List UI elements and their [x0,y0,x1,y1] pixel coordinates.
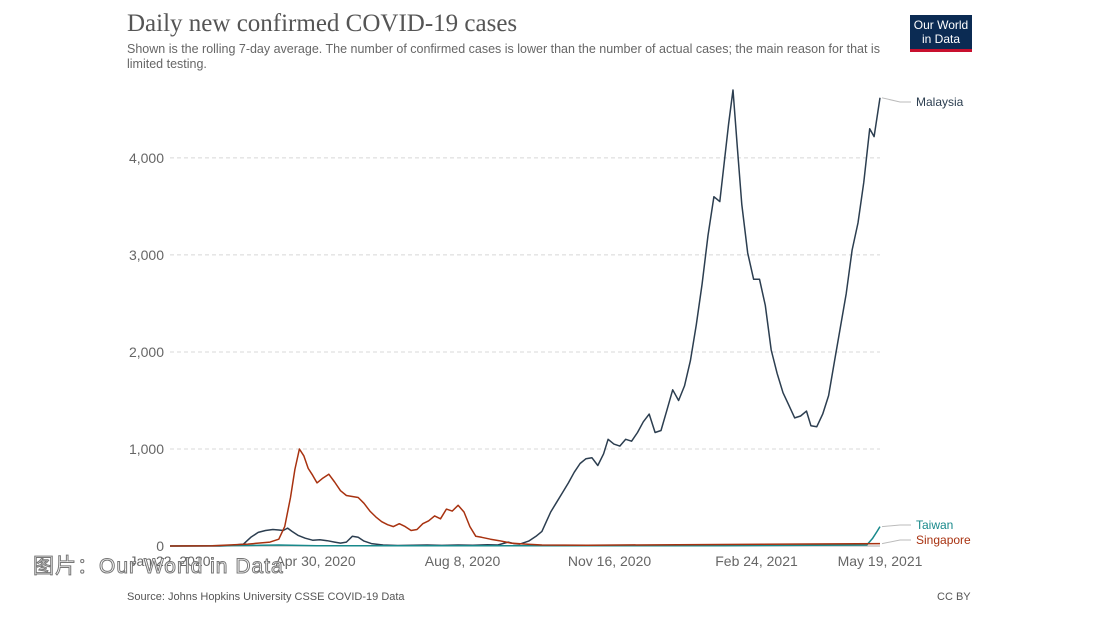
series-line-taiwan[interactable] [169,526,881,547]
chart-title: Daily new confirmed COVID-19 cases [127,10,518,37]
chart-subtitle: Shown is the rolling 7-day average. The … [127,42,880,71]
grid-lines [170,157,880,547]
y-tick-label: 0 [156,538,164,554]
y-tick-label: 2,000 [129,344,164,360]
series-label-malaysia[interactable]: Malaysia [916,95,964,109]
y-tick-label: 3,000 [129,247,164,263]
series-lines [169,89,881,547]
label-connector-taiwan [881,524,911,528]
image-credit-watermark: 图片：Our World in Data [33,555,284,579]
license-link[interactable]: CC BY [937,591,971,603]
y-tick-label: 1,000 [129,441,164,457]
label-connector-singapore [881,539,911,545]
x-tick-label: Apr 30, 2020 [275,553,355,569]
y-axis-tick-labels: 0 1,000 2,000 3,000 4,000 [129,150,164,554]
label-connector-malaysia [881,97,911,103]
source-note: Source: Johns Hopkins University CSSE CO… [127,591,405,603]
x-tick-label: Feb 24, 2021 [715,553,798,569]
series-line-malaysia[interactable] [170,89,881,547]
x-tick-label: Nov 16, 2020 [568,553,651,569]
series-label-singapore[interactable]: Singapore [916,533,971,547]
logo-line-1: Our World [913,18,969,32]
y-tick-label: 4,000 [129,150,164,166]
x-axis-tick-labels: Jan 22, 2020 Apr 30, 2020 Aug 8, 2020 Nov 1… [130,553,923,569]
series-line-singapore[interactable] [169,448,881,547]
series-label-taiwan[interactable]: Taiwan [916,518,953,532]
logo-line-2: in Data [921,32,961,46]
owid-logo[interactable]: Our World in Data [910,15,972,52]
x-tick-label: Aug 8, 2020 [425,553,501,569]
x-tick-label: May 19, 2021 [838,553,923,569]
x-tick-label: Jan 22, 2020 [130,553,211,569]
